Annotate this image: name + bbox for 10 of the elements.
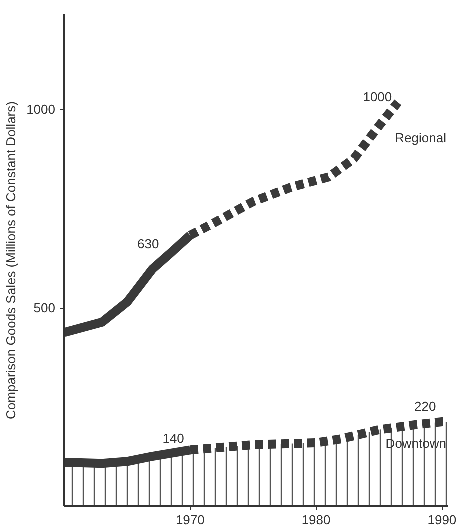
y-axis-title: Comparison Goods Sales (Millions of Constant Dollars) xyxy=(4,102,19,420)
y-tick-label: 500 xyxy=(34,300,56,316)
series-label: Regional xyxy=(395,130,447,146)
annotation: 630 xyxy=(138,236,160,252)
annotation: 220 xyxy=(414,399,436,414)
x-tick-label: 1990 xyxy=(428,512,457,527)
annotation: 140 xyxy=(162,430,184,446)
annotation: 1000 xyxy=(363,90,392,105)
x-tick-label: 1980 xyxy=(302,512,331,527)
x-tick-label: 1970 xyxy=(176,512,205,527)
